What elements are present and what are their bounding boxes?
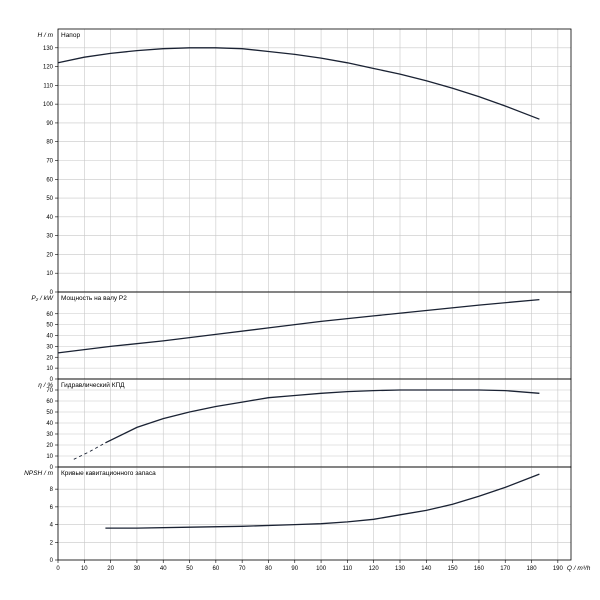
x-tick-label: 140 — [421, 566, 432, 572]
x-tick-label: 120 — [369, 566, 380, 572]
y-tick-label: 0 — [50, 465, 54, 471]
y-tick-label: 70 — [46, 159, 53, 165]
y-axis-label: P₂ / kW — [31, 295, 53, 302]
panel-title: Гидравлический КПД — [61, 381, 125, 389]
y-tick-label: 100 — [43, 102, 54, 108]
x-tick-label: 20 — [107, 566, 114, 572]
x-tick-label: 30 — [134, 566, 141, 572]
x-tick-label: 180 — [527, 566, 538, 572]
x-tick-label: 100 — [316, 566, 327, 572]
y-tick-label: 40 — [46, 215, 53, 221]
y-tick-label: 60 — [46, 177, 53, 183]
x-tick-label: 0 — [56, 566, 60, 572]
y-tick-label: 30 — [46, 234, 53, 240]
y-tick-label: 50 — [46, 196, 53, 202]
y-tick-label: 4 — [50, 523, 54, 529]
y-tick-label: 20 — [46, 252, 53, 258]
y-tick-label: 40 — [46, 421, 53, 427]
y-tick-label: 90 — [46, 121, 53, 127]
panel-title: Кривые кавитационного запаса — [61, 470, 156, 477]
panel-frame — [57, 466, 572, 561]
y-tick-label: 60 — [46, 399, 53, 405]
y-tick-label: 20 — [46, 355, 53, 361]
y-axis-label: NPSH / m — [24, 470, 53, 477]
y-tick-label: 0 — [50, 377, 54, 383]
y-tick-label: 30 — [46, 344, 53, 350]
y-tick-label: 10 — [46, 366, 53, 372]
x-tick-label: 80 — [265, 566, 272, 572]
series-line — [57, 298, 540, 354]
x-tick-label: 90 — [291, 566, 298, 572]
y-tick-label: 30 — [46, 432, 53, 438]
y-axis-label: H / m — [37, 32, 53, 39]
y-tick-label: 120 — [43, 65, 54, 71]
x-tick-label: 160 — [474, 566, 485, 572]
x-tick-label: 50 — [186, 566, 193, 572]
y-tick-label: 8 — [50, 487, 54, 493]
x-tick-label: 170 — [500, 566, 511, 572]
y-tick-label: 70 — [46, 388, 53, 394]
x-tick-label: 150 — [448, 566, 459, 572]
x-tick-label: 70 — [239, 566, 246, 572]
x-tick-label: 130 — [395, 566, 406, 572]
series-line — [57, 47, 540, 120]
panel-title: Мощность на валу P2 — [61, 295, 127, 302]
y-tick-label: 10 — [46, 454, 53, 460]
x-tick-label: 40 — [160, 566, 167, 572]
y-tick-label: 50 — [46, 323, 53, 329]
x-tick-label: 60 — [213, 566, 220, 572]
panel-title: Напор — [61, 32, 80, 39]
y-tick-label: 0 — [50, 290, 54, 296]
y-tick-label: 10 — [46, 271, 53, 277]
y-tick-label: 0 — [50, 558, 54, 564]
y-tick-label: 20 — [46, 443, 53, 449]
y-tick-label: 40 — [46, 334, 53, 340]
x-tick-label: 190 — [553, 566, 564, 572]
x-tick-label: 10 — [81, 566, 88, 572]
y-tick-label: 50 — [46, 410, 53, 416]
series-line — [105, 473, 540, 529]
y-tick-label: 110 — [43, 83, 53, 89]
y-tick-label: 130 — [43, 46, 54, 52]
x-axis-label: Q / m³/h — [567, 565, 591, 572]
x-tick-label: 110 — [343, 566, 353, 572]
series-line — [105, 389, 540, 444]
y-tick-label: 80 — [46, 140, 53, 146]
y-axis-label: η / % — [38, 382, 53, 389]
y-tick-label: 2 — [50, 540, 54, 546]
y-tick-label: 60 — [46, 312, 53, 318]
y-tick-label: 6 — [50, 505, 54, 511]
